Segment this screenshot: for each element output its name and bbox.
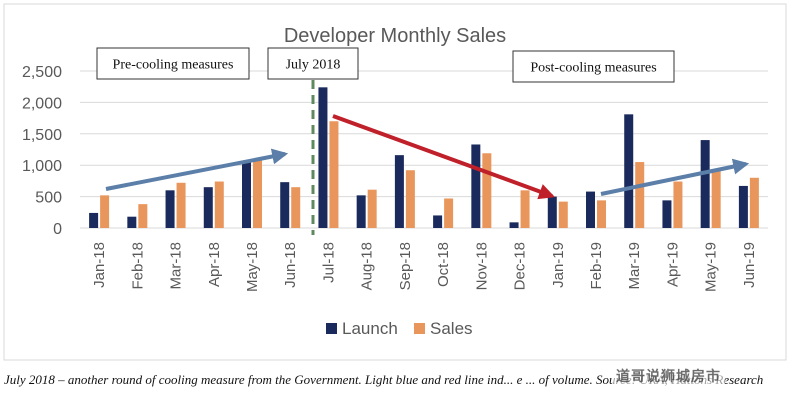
- sales-bar-may-18: [253, 160, 262, 228]
- x-tick-label: Aug-18: [359, 242, 376, 290]
- launch-bar-feb-19: [586, 191, 595, 228]
- x-tick-label: May-19: [703, 242, 720, 292]
- figure-caption: July 2018 – another round of cooling mea…: [4, 372, 764, 387]
- sales-bar-jan-19: [558, 201, 568, 228]
- sales-bar-jan-18: [100, 195, 110, 228]
- y-tick-label: 2,000: [22, 95, 62, 112]
- x-tick-label: Apr-19: [664, 242, 681, 287]
- launch-bar-mar-18: [165, 190, 175, 228]
- developer-sales-chart: Developer Monthly Sales 0 500 1,000 1,500 2,…: [3, 3, 787, 361]
- sales-bar-apr-18: [214, 181, 224, 228]
- post-cooling-label: Post-cooling measures: [530, 61, 656, 76]
- x-tick-label: Sep-18: [397, 242, 414, 290]
- launch-bar-aug-18: [356, 195, 366, 228]
- pre-cooling-label: Pre-cooling measures: [113, 58, 234, 73]
- x-tick-label: Jun-18: [282, 242, 299, 288]
- x-tick-label: Nov-18: [473, 242, 490, 290]
- decline-trend-arrow: [332, 114, 556, 200]
- y-tick-label: 2,500: [22, 64, 62, 81]
- x-tick-label: Jul-18: [320, 242, 337, 283]
- bars: [89, 87, 759, 228]
- sales-bar-aug-18: [367, 189, 377, 228]
- x-axis-ticks: Jan-18 Feb-18 Mar-18 Apr-18 May-18 Jun-18 Jul-…: [91, 242, 758, 292]
- sales-bar-feb-18: [138, 204, 148, 228]
- x-tick-label: Jan-19: [550, 242, 567, 288]
- launch-bar-may-18: [242, 162, 251, 228]
- annotation-overlays: Pre-cooling measures July 2018 Post-coolin…: [96, 47, 750, 235]
- launch-bar-sep-18: [394, 155, 404, 228]
- x-tick-label: Apr-18: [206, 242, 223, 287]
- sales-bar-mar-19: [635, 162, 645, 228]
- launch-bar-nov-18: [471, 144, 481, 228]
- july-2018-box: [267, 47, 359, 80]
- x-tick-label: Jun-19: [741, 242, 758, 288]
- sales-bar-jun-19: [749, 177, 759, 228]
- sales-bar-dec-18: [520, 190, 530, 228]
- y-tick-label: 1,500: [22, 127, 62, 144]
- sales-bar-may-19: [711, 170, 721, 228]
- sales-bar-jun-18: [291, 187, 301, 228]
- launch-bar-jul-18: [318, 87, 328, 228]
- x-tick-label: Feb-18: [129, 242, 146, 290]
- launch-legend-label: Launch: [342, 319, 398, 338]
- sales-bar-mar-18: [176, 182, 186, 228]
- launch-legend-swatch: [326, 323, 337, 334]
- x-tick-label: Jan-18: [91, 242, 108, 288]
- launch-bar-jan-19: [547, 196, 557, 228]
- watermark: 道哥说狮城房市: [612, 366, 725, 386]
- x-tick-label: Mar-18: [168, 242, 185, 290]
- pre-cooling-box: [96, 47, 250, 80]
- launch-bar-feb-18: [127, 216, 137, 228]
- sales-bar-nov-18: [482, 153, 492, 228]
- pre-trend-arrow: [105, 148, 289, 191]
- y-axis-ticks: 0 500 1,000 1,500 2,000 2,500: [22, 64, 62, 238]
- launch-bar-may-19: [700, 140, 710, 228]
- sales-legend-label: Sales: [430, 319, 473, 338]
- launch-bar-jun-18: [280, 182, 290, 228]
- launch-bar-mar-19: [624, 114, 634, 228]
- x-tick-label: Dec-18: [512, 242, 529, 290]
- x-tick-label: Oct-18: [435, 242, 452, 287]
- sales-bar-apr-19: [673, 181, 683, 228]
- chart-title: Developer Monthly Sales: [284, 25, 506, 47]
- launch-bar-jun-19: [738, 185, 748, 228]
- sales-bar-feb-19: [597, 200, 606, 228]
- launch-bar-dec-18: [509, 222, 519, 228]
- sales-bar-sep-18: [405, 170, 415, 228]
- x-tick-label: Feb-19: [588, 242, 605, 290]
- post-trend-arrow: [600, 158, 750, 196]
- july-2018-label: July 2018: [286, 58, 341, 73]
- x-tick-label: Mar-19: [626, 242, 643, 290]
- y-tick-label: 1,000: [22, 158, 62, 175]
- launch-bar-apr-19: [662, 200, 672, 228]
- y-tick-label: 0: [53, 221, 62, 238]
- launch-bar-oct-18: [433, 215, 443, 228]
- sales-bar-jul-18: [329, 121, 339, 228]
- launch-bar-jan-18: [89, 212, 99, 228]
- sales-legend-swatch: [414, 323, 425, 334]
- y-tick-label: 500: [35, 190, 62, 207]
- launch-bar-apr-18: [203, 187, 213, 228]
- post-cooling-box: [512, 50, 675, 83]
- legend: Launch Sales: [326, 319, 473, 338]
- x-tick-label: May-18: [244, 242, 261, 292]
- sales-bar-oct-18: [444, 198, 454, 228]
